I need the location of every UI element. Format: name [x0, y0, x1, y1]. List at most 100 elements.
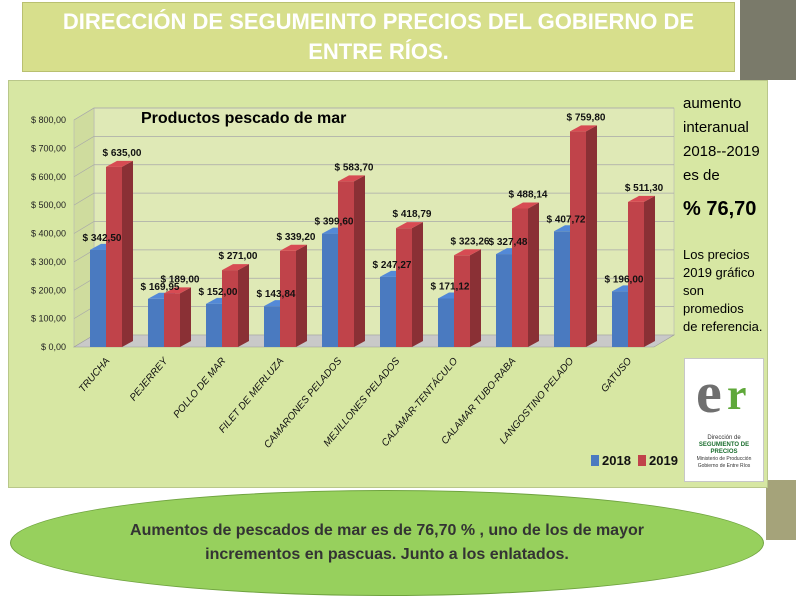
legend-label-2019: 2019 [649, 453, 678, 468]
bar-2019 [512, 208, 528, 347]
bar-2019-side [296, 244, 307, 347]
bar-2018 [380, 276, 396, 347]
bar-2019 [570, 131, 586, 347]
bar-2019 [280, 250, 296, 347]
y-tick-label: $ 400,00 [31, 229, 66, 239]
bar-2019-side [238, 264, 249, 347]
legend-swatch-2019 [638, 455, 646, 466]
summary-text: Aumentos de pescados de mar es de 76,70 … [130, 522, 644, 563]
chart-title: Productos pescado de mar [141, 110, 346, 127]
y-tick-label: $ 600,00 [31, 172, 66, 182]
bar-2018 [322, 233, 338, 347]
bar-2019-side [354, 175, 365, 347]
annotation-note: Los precios 2019 gráfico son promedios d… [683, 246, 763, 336]
category-label: PEJERREY [128, 355, 171, 404]
bar-2019-side [180, 287, 191, 347]
logo-mark: e r [685, 359, 763, 431]
note-line-2: 2019 gráfico [683, 265, 755, 280]
bar-2019 [628, 201, 644, 347]
bar-2019 [106, 166, 122, 347]
slide-title-box: DIRECCIÓN DE SEGUMEINTO PRECIOS DEL GOBI… [22, 2, 735, 72]
data-label-2019: $ 488,14 [509, 189, 548, 200]
logo-line-3: Ministerio de Producción [696, 456, 752, 462]
data-label-2018: $ 399,60 [315, 217, 354, 228]
bar-2019 [222, 270, 238, 347]
bar-2018 [148, 298, 164, 347]
y-tick-label: $ 200,00 [31, 285, 66, 295]
data-label-2019: $ 635,00 [103, 148, 142, 159]
data-label-2019: $ 189,00 [161, 274, 200, 285]
data-label-2019: $ 271,00 [219, 251, 258, 262]
data-label-2019: $ 583,70 [335, 162, 374, 173]
y-tick-label: $ 700,00 [31, 143, 66, 153]
note-line-4: de referencia. [683, 319, 763, 334]
slide-title: DIRECCIÓN DE SEGUMEINTO PRECIOS DEL GOBI… [62, 9, 695, 64]
data-label-2018: $ 196,00 [605, 274, 644, 285]
logo-letter-e: e [696, 360, 722, 425]
gridline [73, 192, 674, 206]
bar-2019-side [586, 125, 597, 347]
annotation-line-4: es de [683, 167, 720, 184]
bar-2018 [90, 249, 106, 347]
data-label-2019: $ 759,80 [567, 112, 606, 123]
logo-line-2: SEGUMIENTO DE PRECIOS [698, 442, 750, 455]
bar-2019-side [644, 195, 655, 347]
logo-letter-r: r [727, 370, 747, 419]
bar-2018 [554, 231, 570, 347]
bar-2019-top [570, 125, 597, 132]
annotation-line-2: interanual [683, 119, 749, 136]
bar-2019-top [338, 175, 365, 182]
data-label-2018: $ 342,50 [83, 233, 122, 244]
decorative-stripe-top [740, 0, 796, 80]
annotation-line-1: aumento [683, 95, 742, 112]
summary-oval: Aumentos de pescados de mar es de 76,70 … [10, 490, 764, 596]
data-label-2018: $ 143,84 [257, 289, 296, 300]
annotation-line-3: 2018--2019 [683, 143, 760, 160]
data-label-2018: $ 247,27 [373, 260, 412, 271]
bar-2018 [612, 291, 628, 347]
bar-2019-top [396, 222, 423, 229]
logo: e r Dirección de SEGUMIENTO DE PRECIOS M… [684, 358, 764, 482]
bar-2018 [496, 254, 512, 347]
gridline [73, 221, 674, 234]
gridline [73, 164, 674, 178]
category-label: POLLO DE MAR [172, 356, 229, 421]
y-tick-label: $ 0,00 [41, 342, 66, 352]
bar-2019-top [106, 160, 133, 167]
note-line-1: Los precios [683, 247, 750, 262]
bar-2019-top [280, 244, 307, 251]
category-label: GATUSO [599, 356, 634, 395]
logo-line-4: Gobierno de Entre Ríos [697, 463, 751, 469]
bar-2019-top [164, 287, 191, 294]
legend-swatch-2018 [591, 455, 599, 466]
bar-2019-side [122, 160, 133, 347]
bar-2019-top [222, 264, 249, 271]
data-label-2018: $ 152,00 [199, 287, 238, 298]
data-label-2019: $ 339,20 [277, 232, 316, 243]
y-tick-label: $ 100,00 [31, 314, 66, 324]
data-label-2018: $ 407,72 [547, 214, 586, 225]
legend-label-2018: 2018 [602, 453, 631, 468]
y-tick-label: $ 500,00 [31, 200, 66, 210]
note-line-3: son promedios [683, 283, 744, 316]
bar-2019-side [528, 202, 539, 347]
decorative-stripe-olive [766, 480, 796, 540]
gridline [73, 107, 674, 121]
y-tick-label: $ 300,00 [31, 257, 66, 267]
data-label-2019: $ 418,79 [393, 209, 432, 220]
bar-2018 [264, 306, 280, 347]
bar-2018 [438, 298, 454, 347]
bar-2019-side [412, 222, 423, 347]
bar-2019 [338, 181, 354, 347]
annotation-increase: aumento interanual 2018--2019 es de [683, 92, 760, 188]
y-tick-label: $ 800,00 [31, 115, 66, 125]
bar-2019-top [628, 195, 655, 202]
data-label-2019: $ 323,26 [451, 236, 490, 247]
category-label: FILET DE MERLUZA [217, 356, 286, 436]
bar-2018 [206, 303, 222, 347]
bar-2019 [454, 255, 470, 347]
gridline [73, 136, 674, 149]
category-label: TRUCHA [77, 356, 112, 395]
bar-chart: $ 0,00 $ 100,00 $ 200,00 $ 300,00 $ 400,00 $ … [31, 107, 678, 468]
data-label-2018: $ 327,48 [489, 237, 528, 248]
